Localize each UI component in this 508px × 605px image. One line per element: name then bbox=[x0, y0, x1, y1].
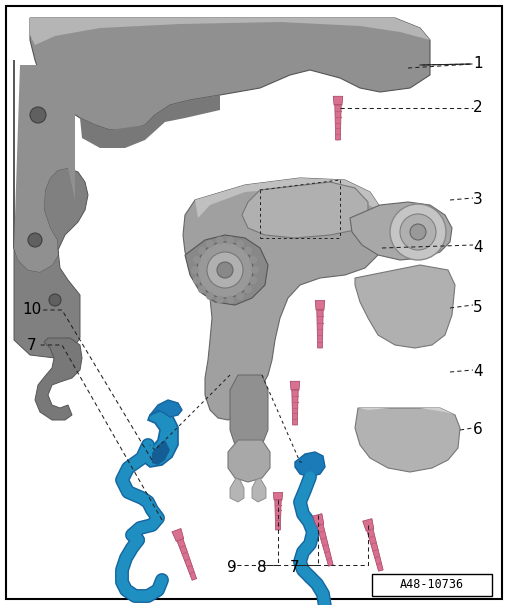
Circle shape bbox=[217, 262, 233, 278]
Polygon shape bbox=[150, 400, 182, 417]
Polygon shape bbox=[335, 105, 341, 140]
Polygon shape bbox=[252, 478, 266, 502]
Text: 1: 1 bbox=[473, 56, 483, 71]
Circle shape bbox=[390, 204, 446, 260]
Polygon shape bbox=[312, 514, 324, 526]
Polygon shape bbox=[367, 529, 383, 571]
Circle shape bbox=[206, 240, 214, 248]
Polygon shape bbox=[35, 338, 82, 420]
Text: 4: 4 bbox=[473, 364, 483, 379]
Polygon shape bbox=[273, 492, 283, 500]
Polygon shape bbox=[317, 524, 333, 566]
Polygon shape bbox=[145, 410, 178, 467]
Polygon shape bbox=[195, 178, 382, 218]
Circle shape bbox=[226, 296, 234, 304]
Circle shape bbox=[244, 247, 252, 255]
Polygon shape bbox=[292, 390, 298, 425]
Text: 6: 6 bbox=[473, 422, 483, 437]
Circle shape bbox=[28, 233, 42, 247]
Circle shape bbox=[216, 296, 224, 304]
Text: 4: 4 bbox=[473, 241, 483, 255]
Text: 8: 8 bbox=[257, 560, 267, 575]
Text: A48-10736: A48-10736 bbox=[400, 578, 464, 592]
Polygon shape bbox=[358, 408, 455, 415]
Polygon shape bbox=[228, 440, 270, 482]
Polygon shape bbox=[315, 301, 325, 310]
Circle shape bbox=[249, 256, 257, 264]
Bar bbox=[372, 574, 492, 596]
Polygon shape bbox=[275, 500, 281, 530]
Polygon shape bbox=[177, 539, 197, 580]
Text: 7: 7 bbox=[290, 560, 300, 575]
Polygon shape bbox=[290, 381, 300, 390]
Text: 7: 7 bbox=[27, 338, 37, 353]
Circle shape bbox=[198, 247, 206, 255]
Circle shape bbox=[236, 292, 244, 300]
Polygon shape bbox=[242, 182, 368, 238]
Polygon shape bbox=[355, 408, 460, 472]
Circle shape bbox=[236, 240, 244, 248]
Text: 2: 2 bbox=[473, 100, 483, 116]
Polygon shape bbox=[30, 18, 430, 130]
Polygon shape bbox=[172, 529, 184, 541]
Circle shape bbox=[30, 107, 46, 123]
Text: 9: 9 bbox=[227, 560, 237, 575]
Circle shape bbox=[226, 237, 234, 244]
Circle shape bbox=[251, 266, 259, 274]
Polygon shape bbox=[30, 18, 430, 45]
Circle shape bbox=[193, 256, 201, 264]
Polygon shape bbox=[230, 478, 244, 502]
Polygon shape bbox=[14, 65, 75, 272]
Polygon shape bbox=[80, 95, 220, 148]
Circle shape bbox=[193, 276, 201, 284]
Circle shape bbox=[216, 237, 224, 244]
Circle shape bbox=[249, 276, 257, 284]
Polygon shape bbox=[183, 178, 385, 420]
Circle shape bbox=[410, 224, 426, 240]
Polygon shape bbox=[185, 235, 268, 305]
Circle shape bbox=[207, 252, 243, 288]
Polygon shape bbox=[363, 518, 374, 531]
Circle shape bbox=[197, 242, 253, 298]
Polygon shape bbox=[355, 265, 455, 348]
Polygon shape bbox=[317, 310, 323, 348]
Polygon shape bbox=[350, 202, 452, 260]
Circle shape bbox=[191, 266, 199, 274]
Polygon shape bbox=[295, 452, 325, 477]
Polygon shape bbox=[14, 60, 88, 358]
Circle shape bbox=[49, 294, 61, 306]
Circle shape bbox=[400, 214, 436, 250]
Text: 5: 5 bbox=[473, 301, 483, 315]
Text: 10: 10 bbox=[22, 302, 42, 318]
Circle shape bbox=[244, 286, 252, 293]
Polygon shape bbox=[230, 375, 268, 450]
Polygon shape bbox=[333, 96, 343, 105]
Text: 3: 3 bbox=[473, 192, 483, 208]
Polygon shape bbox=[152, 440, 170, 465]
Circle shape bbox=[206, 292, 214, 300]
Circle shape bbox=[198, 286, 206, 293]
